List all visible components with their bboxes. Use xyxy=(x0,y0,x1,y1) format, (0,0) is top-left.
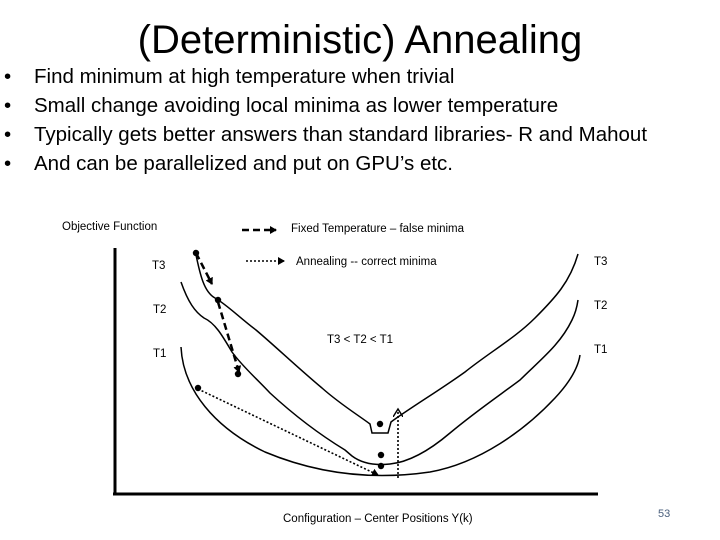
state-point xyxy=(214,296,222,304)
bullet-item: And can be parallelized and put on GPU’s… xyxy=(4,149,647,178)
curve-label-t2-left: T2 xyxy=(153,304,166,316)
curve-label-t1-left: T1 xyxy=(153,348,166,360)
state-point xyxy=(377,462,385,470)
curve-t1 xyxy=(180,346,581,477)
curve-t3 xyxy=(194,249,579,434)
x-axis-label: Configuration – Center Positions Y(k) xyxy=(283,513,473,525)
bullet-item: Find minimum at high temperature when tr… xyxy=(4,62,647,91)
state-point xyxy=(234,370,242,378)
bullet-list: Find minimum at high temperature when tr… xyxy=(4,62,647,178)
slide-title: (Deterministic) Annealing xyxy=(137,18,583,62)
y-axis-label: Objective Function xyxy=(62,221,157,233)
annealing-path xyxy=(197,388,379,477)
fixed-temperature-path xyxy=(194,252,214,285)
curve-label-t3-left: T3 xyxy=(152,260,165,272)
state-point xyxy=(194,384,202,392)
curve-label-t3-right: T3 xyxy=(594,256,607,268)
state-point xyxy=(377,451,385,459)
legend-annealing: Annealing -- correct minima xyxy=(296,256,437,268)
temperature-relation: T3 < T2 < T1 xyxy=(327,334,393,346)
curve-label-t1-right: T1 xyxy=(594,344,607,356)
page-number: 53 xyxy=(658,508,671,520)
curve-label-t2-right: T2 xyxy=(594,300,607,312)
fixed-temperature-path xyxy=(216,301,242,373)
curve-t2 xyxy=(180,281,579,466)
legend-fixed-temperature: Fixed Temperature – false minima xyxy=(291,223,465,235)
bullet-item: Small change avoiding local minima as lo… xyxy=(4,91,647,120)
state-point xyxy=(192,249,200,257)
state-point xyxy=(376,420,384,428)
bullet-item: Typically gets better answers than stand… xyxy=(4,120,647,149)
